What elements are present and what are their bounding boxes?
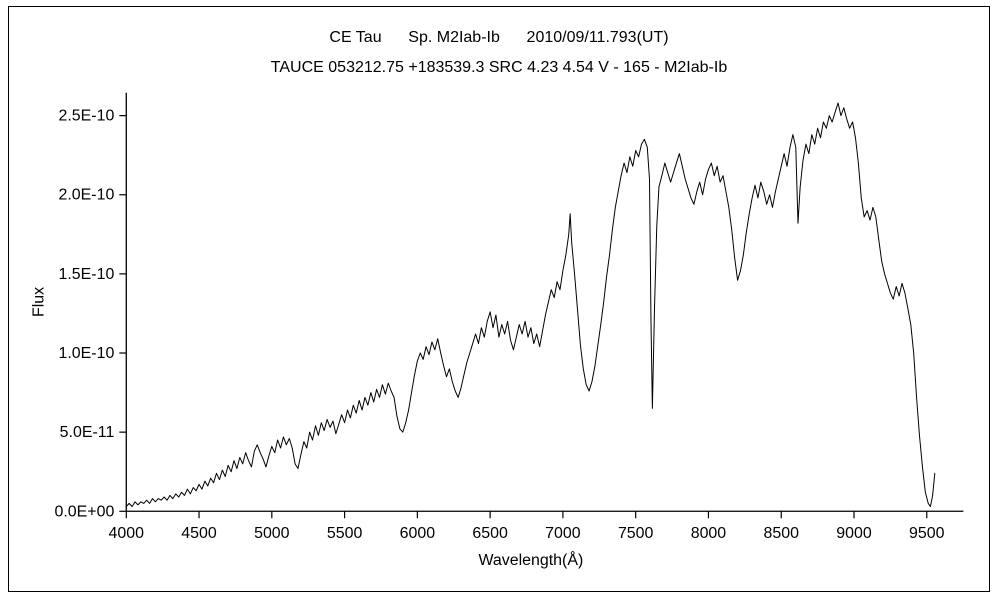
y-tick-label: 1.0E-10 (58, 345, 114, 362)
y-tick-label: 2.0E-10 (58, 187, 114, 204)
x-tick-label: 4500 (181, 525, 217, 542)
x-tick-label: 8500 (763, 525, 799, 542)
x-tick-label: 5000 (254, 525, 290, 542)
y-tick-label: 2.5E-10 (58, 108, 114, 125)
y-tick-group: 0.0E+00 5.0E-11 1.0E-10 1.5E-10 2.0E-10 2.5E-… (54, 108, 127, 520)
x-tick-label: 5500 (327, 525, 363, 542)
x-axis-label: Wavelength(Å) (478, 550, 583, 569)
x-tick-label: 7500 (618, 525, 654, 542)
x-tick-label: 4000 (109, 525, 145, 542)
y-tick-label: 0.0E+00 (54, 503, 114, 520)
y-tick-label: 1.5E-10 (58, 266, 114, 283)
y-tick-label: 5.0E-11 (60, 424, 115, 441)
chart-subtitle: TAUCE 053212.75 +183539.3 SRC 4.23 4.54 … (270, 59, 728, 76)
chart-title: CE Tau Sp. M2Iab-Ib 2010/09/11.793(UT) (329, 29, 669, 46)
x-tick-label: 9500 (909, 525, 945, 542)
x-tick-group: 4000 4500 5000 5500 6000 6500 7000 7500 8000 8500… (109, 511, 945, 542)
x-tick-label: 7000 (545, 525, 581, 542)
x-tick-label: 6000 (400, 525, 436, 542)
spectrum-line (125, 102, 936, 507)
y-axis-label: Flux (31, 287, 48, 317)
figure-frame: CE Tau Sp. M2Iab-Ib 2010/09/11.793(UT) T… (8, 6, 990, 592)
x-tick-label: 6500 (472, 525, 508, 542)
x-tick-label: 9000 (836, 525, 872, 542)
x-tick-label: 8000 (691, 525, 727, 542)
spectrum-chart: 4000 4500 5000 5500 6000 6500 7000 7500 8000 8500… (31, 92, 964, 569)
